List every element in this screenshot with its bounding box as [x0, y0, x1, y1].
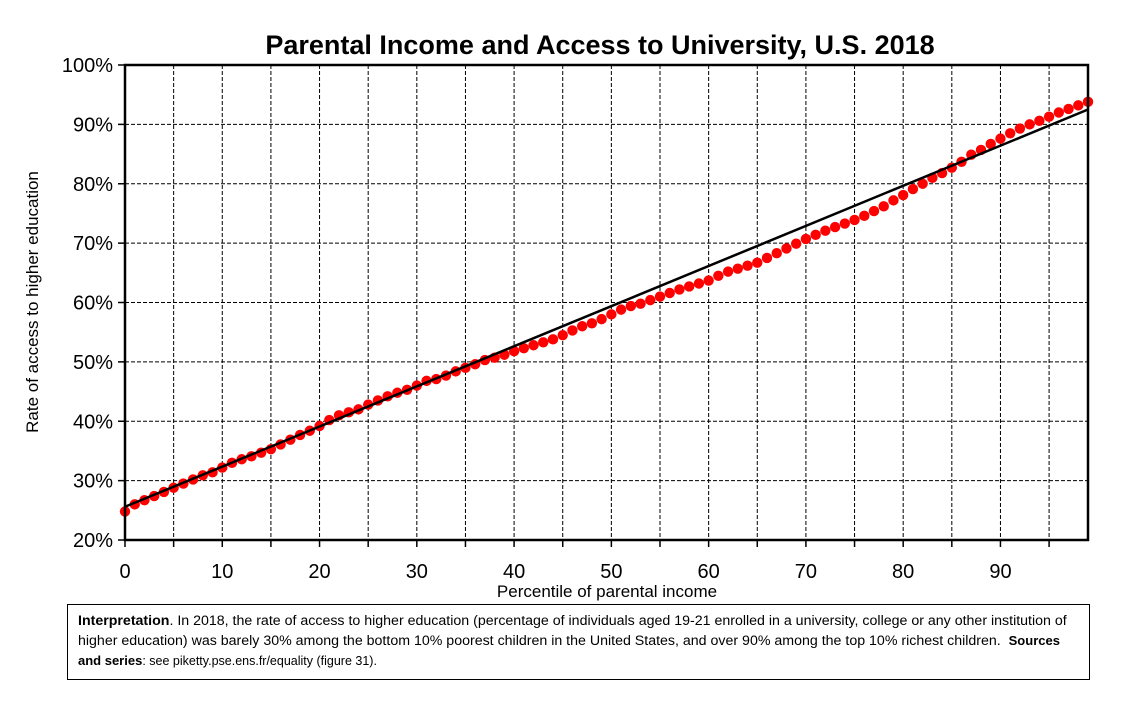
data-point — [1063, 103, 1074, 115]
data-point — [800, 233, 812, 245]
interpretation-text: . In 2018, the rate of access to higher … — [78, 613, 1067, 649]
x-tick-label: 90 — [989, 561, 1011, 583]
data-point — [615, 304, 627, 315]
data-point — [995, 133, 1006, 144]
data-point — [985, 138, 996, 150]
y-axis-ticks: 20% 30% 40% 50% 60% 70% 80% 90% 100% — [62, 55, 125, 552]
data-point — [596, 313, 607, 325]
data-point — [722, 266, 734, 277]
x-tick-label: 40 — [503, 561, 525, 583]
data-point — [1034, 115, 1045, 127]
data-point — [868, 205, 880, 217]
y-tick-label: 20% — [73, 530, 113, 552]
trend-line — [124, 108, 1089, 508]
data-point — [1043, 111, 1055, 122]
interpretation-label: Interpretation — [78, 613, 170, 629]
interpretation-note: Interpretation. In 2018, the rate of acc… — [67, 604, 1090, 680]
data-point — [693, 278, 705, 289]
data-point — [1014, 123, 1026, 134]
data-point — [790, 238, 802, 249]
sources-text: : see piketty.pse.ens.fr/equality (figur… — [142, 654, 377, 668]
data-point — [878, 201, 889, 212]
chart-title: Parental Income and Access to University… — [265, 30, 934, 60]
data-point — [586, 318, 598, 329]
data-point — [732, 263, 744, 274]
scatter-series — [119, 96, 1094, 517]
y-tick-label: 50% — [73, 352, 113, 374]
y-tick-label: 80% — [73, 174, 113, 196]
data-point — [897, 189, 909, 201]
x-tick-label: 70 — [795, 561, 817, 583]
sources-label: Sources and series — [78, 633, 1060, 668]
data-point — [538, 337, 549, 348]
data-point — [917, 178, 928, 189]
data-point — [1073, 100, 1084, 111]
y-tick-label: 40% — [73, 411, 113, 433]
data-point — [713, 270, 724, 281]
data-point — [557, 329, 568, 341]
x-tick-label: 30 — [406, 561, 428, 583]
data-point — [907, 183, 919, 195]
y-tick-label: 70% — [73, 233, 113, 255]
data-point — [810, 229, 821, 241]
data-point — [518, 343, 530, 354]
data-point — [1024, 119, 1035, 130]
data-point — [703, 275, 714, 286]
data-point — [645, 294, 656, 306]
y-tick-label: 60% — [73, 293, 113, 315]
x-tick-label: 60 — [698, 561, 720, 583]
y-tick-label: 30% — [73, 471, 113, 493]
x-tick-label: 80 — [892, 561, 914, 583]
y-tick-label: 90% — [73, 114, 113, 136]
y-tick-label: 100% — [62, 55, 113, 77]
data-point — [1053, 107, 1065, 118]
data-point — [576, 321, 588, 332]
x-axis-label: Percentile of parental income — [497, 582, 717, 601]
data-point — [859, 210, 870, 222]
data-point — [829, 221, 841, 233]
data-point — [528, 340, 539, 351]
data-point — [781, 243, 792, 254]
x-axis-ticks: 0 10 20 30 40 50 60 70 80 90 — [119, 540, 1050, 583]
data-point — [635, 298, 646, 309]
chart: Parental Income and Access to University… — [23, 30, 1094, 601]
x-tick-label: 10 — [211, 561, 233, 583]
data-point — [839, 218, 851, 229]
grid — [125, 65, 1088, 540]
x-tick-label: 0 — [119, 561, 130, 583]
data-point — [625, 300, 637, 312]
data-point — [683, 281, 695, 292]
data-point — [606, 309, 617, 320]
data-point — [1004, 128, 1016, 139]
data-point — [654, 291, 666, 302]
data-point — [664, 287, 675, 299]
data-point — [742, 260, 753, 271]
data-point — [674, 284, 685, 295]
data-point — [888, 195, 899, 206]
data-point — [761, 252, 773, 264]
data-point — [820, 225, 831, 236]
data-point — [547, 334, 559, 345]
y-axis-label: Rate of access to higher education — [23, 171, 42, 433]
data-point — [567, 325, 578, 336]
x-tick-label: 20 — [308, 561, 330, 583]
data-point — [849, 214, 860, 226]
plot-frame — [123, 63, 1090, 542]
data-point — [771, 248, 782, 259]
x-tick-label: 50 — [600, 561, 622, 583]
data-point — [752, 257, 763, 268]
